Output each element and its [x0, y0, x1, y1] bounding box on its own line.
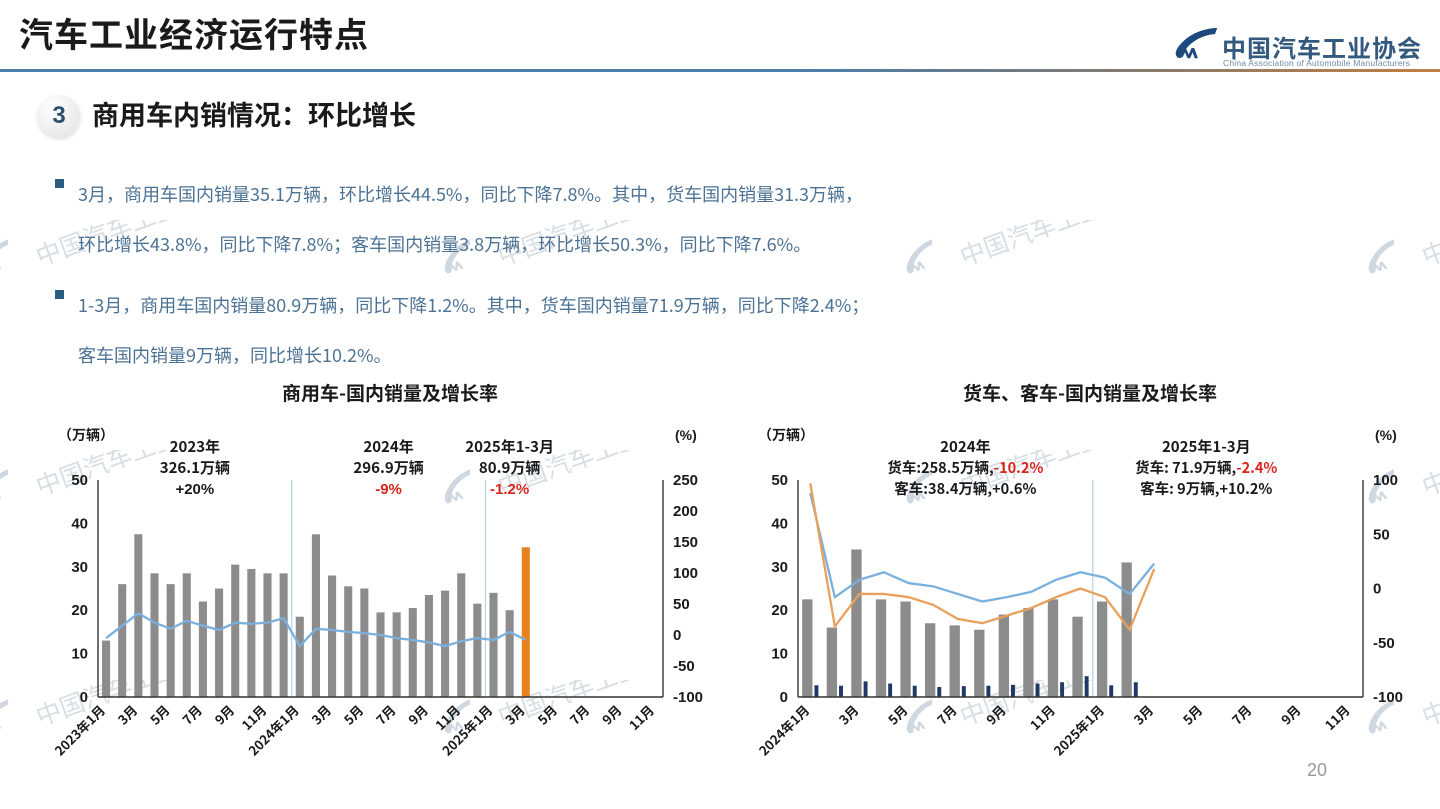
svg-text:9月: 9月 [982, 700, 1010, 728]
svg-text:20: 20 [771, 602, 788, 619]
svg-text:50: 50 [1373, 526, 1390, 543]
svg-text:296.9万辆: 296.9万辆 [353, 457, 423, 478]
svg-text:326.1万辆: 326.1万辆 [160, 457, 230, 478]
svg-text:客车:38.4万辆,+0.6%: 客车:38.4万辆,+0.6% [894, 478, 1036, 499]
svg-text:40: 40 [771, 515, 788, 532]
svg-text:货车: 71.9万辆,-2.4%: 货车: 71.9万辆,-2.4% [1135, 457, 1277, 478]
svg-text:10: 10 [771, 646, 788, 663]
svg-text:客车: 9万辆,+10.2%: 客车: 9万辆,+10.2% [1140, 478, 1272, 499]
svg-text:-50: -50 [1373, 635, 1395, 652]
svg-text:-1.2%: -1.2% [490, 481, 529, 498]
svg-text:20: 20 [71, 602, 88, 619]
svg-text:0: 0 [1373, 581, 1381, 598]
svg-text:0: 0 [80, 689, 88, 706]
svg-text:3月: 3月 [1129, 700, 1157, 728]
svg-text:货车:258.5万辆,-10.2%: 货车:258.5万辆,-10.2% [887, 457, 1043, 478]
svg-text:5月: 5月 [339, 700, 367, 728]
svg-text:150: 150 [673, 534, 698, 551]
svg-text:2025年1月: 2025年1月 [1049, 700, 1108, 759]
svg-text:9月: 9月 [210, 700, 238, 728]
svg-text:100: 100 [673, 565, 698, 582]
svg-text:2025年1-3月: 2025年1-3月 [1162, 436, 1251, 457]
svg-text:7月: 7月 [1227, 700, 1255, 728]
svg-text:3月: 3月 [307, 700, 335, 728]
svg-text:5月: 5月 [883, 700, 911, 728]
svg-text:（万辆）: （万辆） [758, 425, 814, 445]
svg-text:11月: 11月 [1025, 700, 1058, 733]
svg-text:40: 40 [71, 515, 88, 532]
svg-text:2025年1-3月: 2025年1-3月 [465, 436, 554, 457]
svg-text:9月: 9月 [1276, 700, 1304, 728]
svg-text:货车、客车-国内销量及增长率: 货车、客车-国内销量及增长率 [963, 380, 1217, 406]
svg-text:7月: 7月 [371, 700, 399, 728]
svg-text:-100: -100 [1373, 689, 1403, 706]
svg-text:3月: 3月 [113, 700, 141, 728]
svg-text:0: 0 [780, 689, 788, 706]
svg-text:5月: 5月 [145, 700, 173, 728]
svg-text:7月: 7月 [178, 700, 206, 728]
svg-text:11月: 11月 [1320, 700, 1353, 733]
svg-text:50: 50 [771, 472, 788, 489]
svg-text:7月: 7月 [932, 700, 960, 728]
svg-text:2023年: 2023年 [170, 436, 220, 457]
svg-text:2024年: 2024年 [363, 436, 413, 457]
svg-text:30: 30 [771, 559, 788, 576]
svg-text:3月: 3月 [501, 700, 529, 728]
svg-text:2023年1月: 2023年1月 [50, 700, 109, 759]
svg-text:250: 250 [673, 472, 698, 489]
svg-text:7月: 7月 [565, 700, 593, 728]
svg-text:5月: 5月 [1178, 700, 1206, 728]
svg-text:-100: -100 [673, 689, 703, 706]
svg-text:2024年1月: 2024年1月 [754, 700, 813, 759]
svg-text:2024年: 2024年 [940, 436, 990, 457]
svg-text:（万辆）: （万辆） [58, 425, 114, 445]
svg-text:-50: -50 [673, 658, 695, 675]
svg-text:商用车-国内销量及增长率: 商用车-国内销量及增长率 [282, 380, 498, 406]
svg-text:9月: 9月 [597, 700, 625, 728]
svg-text:(%): (%) [675, 427, 697, 443]
svg-text:-9%: -9% [375, 481, 402, 498]
svg-text:30: 30 [71, 559, 88, 576]
svg-text:5月: 5月 [533, 700, 561, 728]
svg-text:11月: 11月 [624, 700, 657, 733]
svg-text:0: 0 [673, 627, 681, 644]
svg-text:10: 10 [71, 646, 88, 663]
svg-text:80.9万辆: 80.9万辆 [479, 457, 540, 478]
svg-text:(%): (%) [1375, 427, 1397, 443]
svg-text:50: 50 [673, 596, 690, 613]
svg-text:3月: 3月 [834, 700, 862, 728]
svg-text:+20%: +20% [175, 481, 214, 498]
svg-text:9月: 9月 [404, 700, 432, 728]
svg-text:200: 200 [673, 503, 698, 520]
svg-text:100: 100 [1373, 472, 1398, 489]
svg-text:50: 50 [71, 472, 88, 489]
